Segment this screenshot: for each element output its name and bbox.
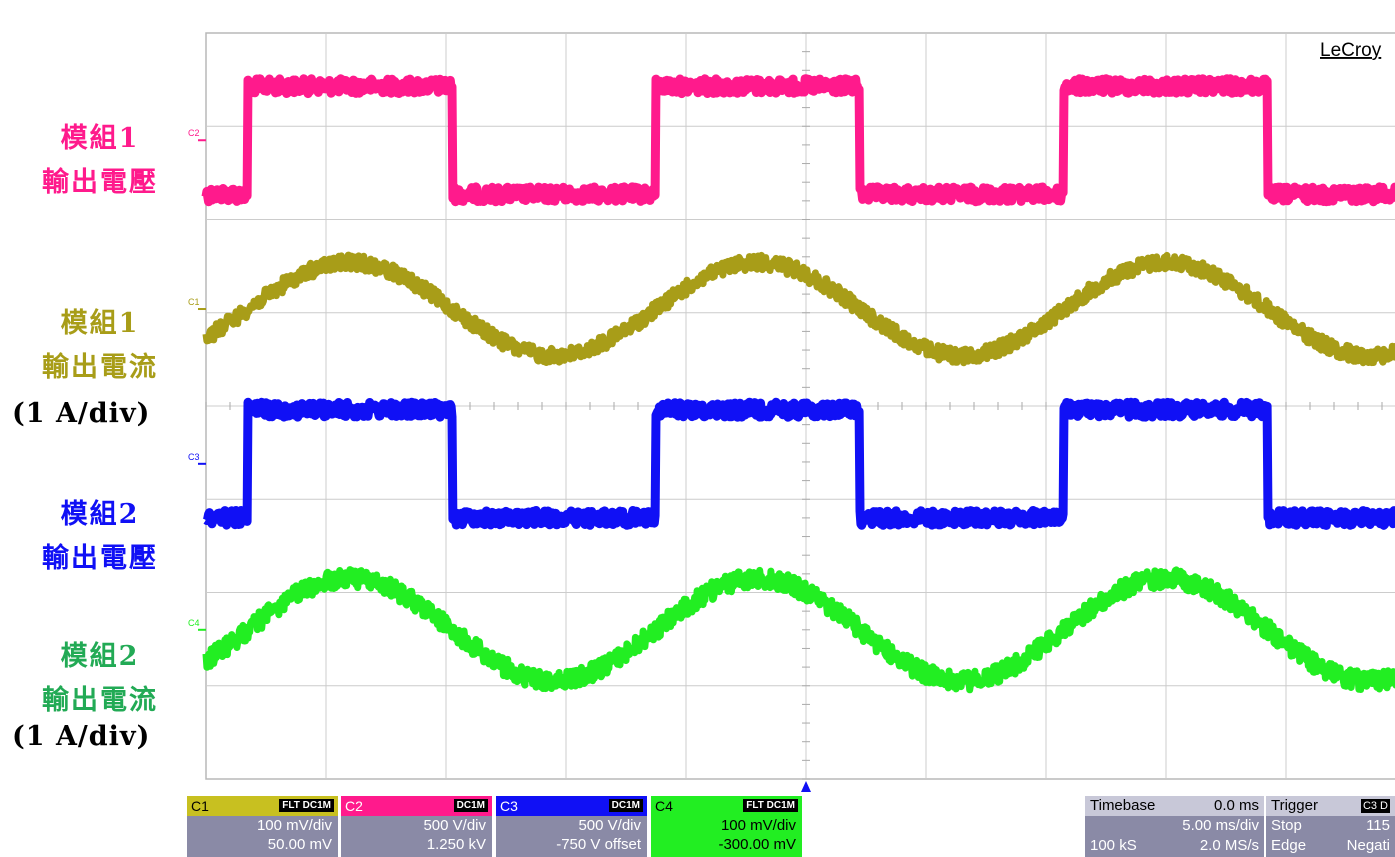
trigger-level: 115	[1366, 817, 1390, 834]
channel-scale: 500 V/div	[423, 817, 486, 834]
trigger-slope: Negati	[1346, 837, 1390, 854]
channel-panel-c4[interactable]: C4 FLT DC1M 100 mV/div -300.00 mV	[651, 796, 802, 857]
waveforms	[201, 74, 1395, 694]
label-unit: (1 A/div)	[12, 721, 151, 752]
label-module2-current: 模組2 輸出電流 (1 A/div)	[0, 640, 200, 754]
trigger-mode-row: Stop 115	[1266, 816, 1395, 836]
trigger-position-marker	[801, 781, 811, 792]
channel-body: 500 V/div -750 V offset	[496, 816, 647, 857]
channel-name: C3	[500, 798, 518, 814]
channel-tags: FLT DC1M	[743, 799, 798, 812]
timebase-delay: 0.0 ms	[1213, 797, 1259, 814]
timebase-rate: 2.0 MS/s	[1199, 837, 1259, 854]
marker-label-c4: C4	[188, 618, 200, 628]
label-line1: 模組2	[60, 499, 140, 530]
channel-body: 100 mV/div 50.00 mV	[187, 816, 338, 857]
timebase-panel[interactable]: Timebase 0.0 ms 5.00 ms/div 100 kS 2.0 M…	[1085, 796, 1264, 857]
trace-c1	[202, 251, 1395, 367]
timebase-samples: 100 kS	[1090, 837, 1137, 854]
trace-c4	[202, 566, 1395, 694]
timebase-sample-row: 100 kS 2.0 MS/s	[1085, 836, 1264, 856]
channel-panel-c1[interactable]: C1 FLT DC1M 100 mV/div 50.00 mV	[187, 796, 338, 857]
channel-name: C1	[191, 798, 209, 814]
channel-panel-c2[interactable]: C2 DC1M 500 V/div 1.250 kV	[341, 796, 492, 857]
channel-scale: 100 mV/div	[720, 817, 796, 834]
marker-label-c3: C3	[188, 452, 200, 462]
label-unit: (1 A/div)	[12, 398, 151, 429]
channel-tags: DC1M	[608, 799, 643, 812]
trigger-channel: C3 D	[1360, 799, 1390, 813]
label-module1-current: 模組1 輸出電流 (1 A/div)	[0, 307, 200, 431]
channel-header: C1 FLT DC1M	[187, 796, 338, 816]
brand-logo: LeCroy	[1320, 40, 1382, 61]
marker-label-c2: C2	[188, 128, 200, 138]
channel-scale: 500 V/div	[578, 817, 641, 834]
channel-header: C3 DC1M	[496, 796, 647, 816]
marker-label-c1: C1	[188, 297, 200, 307]
label-line2: 輸出電流	[42, 685, 158, 716]
channel-scale: 100 mV/div	[256, 817, 332, 834]
channel-offset: 50.00 mV	[267, 836, 332, 853]
label-module1-voltage: 模組1 輸出電壓	[0, 122, 200, 200]
channel-offset: -300.00 mV	[718, 836, 796, 853]
trace-c2	[201, 74, 1395, 207]
channel-name: C4	[655, 798, 673, 814]
channel-markers: C2 C1 C3 C4	[188, 128, 206, 631]
trigger-panel[interactable]: Trigger C3 D Stop 115 Edge Negati	[1266, 796, 1395, 857]
channel-tags: FLT DC1M	[279, 799, 334, 812]
timebase-scale-row: 5.00 ms/div	[1085, 816, 1264, 836]
channel-header: C2 DC1M	[341, 796, 492, 816]
timebase-header: Timebase 0.0 ms	[1085, 796, 1264, 816]
timebase-label: Timebase	[1090, 797, 1156, 814]
channel-body: 500 V/div 1.250 kV	[341, 816, 492, 857]
trigger-mode: Stop	[1271, 817, 1302, 834]
channel-header: C4 FLT DC1M	[651, 796, 802, 816]
timebase-scale: 5.00 ms/div	[1182, 817, 1259, 834]
channel-panel-c3[interactable]: C3 DC1M 500 V/div -750 V offset	[496, 796, 647, 857]
trace-c3	[202, 397, 1395, 530]
label-line2: 輸出電壓	[42, 167, 158, 198]
trigger-type: Edge	[1271, 837, 1307, 854]
channel-offset: -750 V offset	[556, 836, 641, 853]
trigger-header: Trigger C3 D	[1266, 796, 1395, 816]
channel-body: 100 mV/div -300.00 mV	[651, 816, 802, 857]
trigger-type-row: Edge Negati	[1266, 836, 1395, 856]
label-line2: 輸出電壓	[42, 543, 158, 574]
label-line2: 輸出電流	[42, 352, 158, 383]
channel-name: C2	[345, 798, 363, 814]
label-module2-voltage: 模組2 輸出電壓	[0, 498, 200, 576]
label-line1: 模組1	[60, 308, 140, 339]
channel-tags: DC1M	[453, 799, 488, 812]
label-line1: 模組1	[60, 123, 140, 154]
channel-offset: 1.250 kV	[426, 836, 486, 853]
label-line1: 模組2	[60, 641, 140, 672]
trigger-label: Trigger	[1271, 797, 1318, 814]
